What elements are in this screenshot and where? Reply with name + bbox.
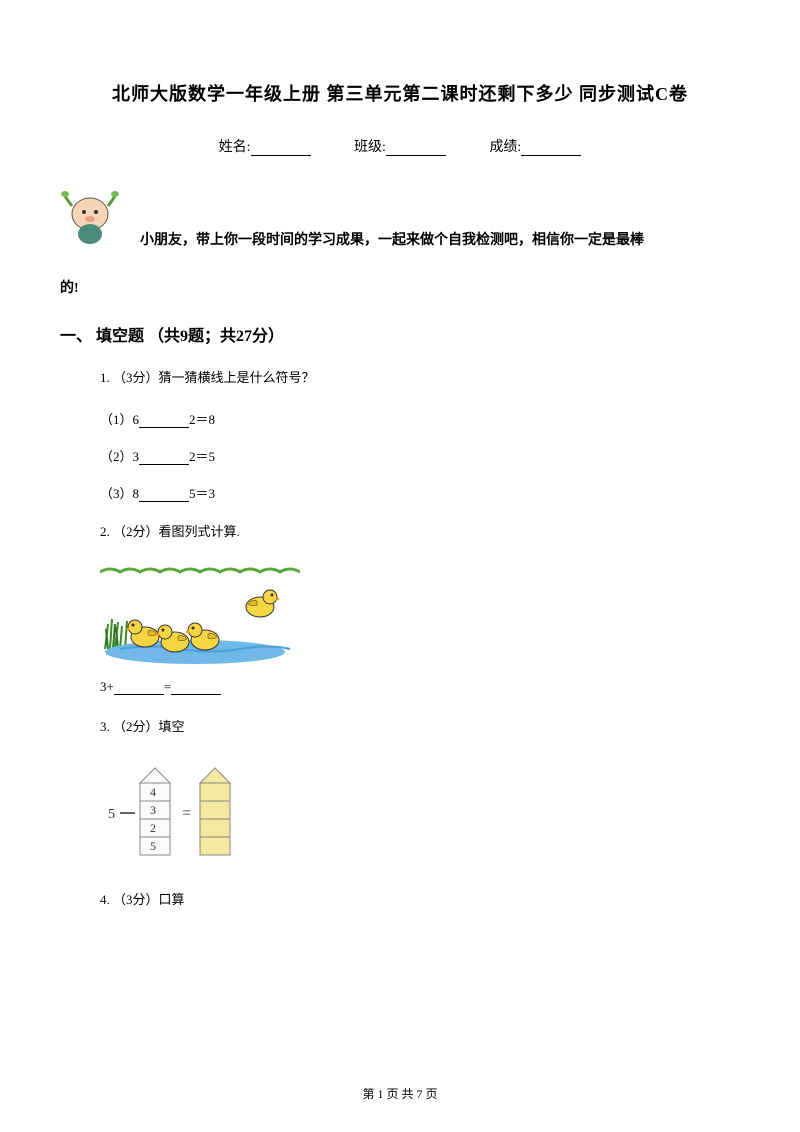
q1-sub2-suffix: 2＝5 [189,449,215,464]
score-blank[interactable] [521,140,581,156]
score-field: 成绩: [489,136,581,156]
info-row: 姓名: 班级: 成绩: [60,136,740,156]
house-illustration: 5 4 3 2 5 = [100,758,280,868]
q1-sub1-suffix: 2＝8 [189,412,215,427]
score-label: 成绩: [489,140,521,155]
svg-text:=: = [182,805,191,822]
svg-text:5: 5 [150,839,156,853]
class-label: 班级: [354,140,386,155]
class-blank[interactable] [386,140,446,156]
q1-sub3-blank[interactable] [139,488,189,502]
svg-text:3: 3 [150,803,156,817]
name-label: 姓名: [219,140,251,155]
house-left-number: 5 [108,807,115,822]
q2-eq-mid: = [164,679,171,694]
question-1-sub-1: （1）6 2＝8 [100,409,740,428]
question-1: 1. （3分）猜一猜横线上是什么符号？ [100,366,740,389]
question-2-equation: 3+ = [100,679,740,695]
class-field: 班级: [354,136,446,156]
page-footer: 第 1 页 共 7 页 [0,1085,800,1102]
q1-sub3-prefix: （3）8 [100,486,139,501]
intro-section: 小朋友，带上你一段时间的学习成果，一起来做个自我检测吧，相信你一定是最棒 [60,186,740,257]
svg-text:2: 2 [150,821,156,835]
name-blank[interactable] [251,140,311,156]
intro-text-line1: 小朋友，带上你一段时间的学习成果，一起来做个自我检测吧，相信你一定是最棒 [140,186,644,257]
q2-eq-prefix: 3+ [100,679,114,694]
section-1-header: 一、 填空题 （共9题；共27分） [60,322,740,346]
question-4: 4. （3分）口算 [100,888,740,911]
page-title: 北师大版数学一年级上册 第三单元第二课时还剩下多少 同步测试C卷 [60,80,740,106]
q1-sub2-prefix: （2）3 [100,449,139,464]
question-1-sub-2: （2）3 2＝5 [100,446,740,465]
name-field: 姓名: [219,136,311,156]
q2-blank-1[interactable] [114,681,164,695]
mascot-icon [60,186,120,246]
q1-sub1-prefix: （1）6 [100,412,139,427]
q1-sub3-suffix: 5＝3 [189,486,215,501]
question-3: 3. （2分）填空 [100,715,740,738]
q2-blank-2[interactable] [171,681,221,695]
question-1-sub-3: （3）8 5＝3 [100,483,740,502]
question-2: 2. （2分）看图列式计算. [100,520,740,543]
duck-illustration [100,564,300,664]
q1-sub2-blank[interactable] [139,451,189,465]
intro-text-line2: 的! [60,277,740,297]
svg-text:4: 4 [150,785,156,799]
q1-sub1-blank[interactable] [139,414,189,428]
